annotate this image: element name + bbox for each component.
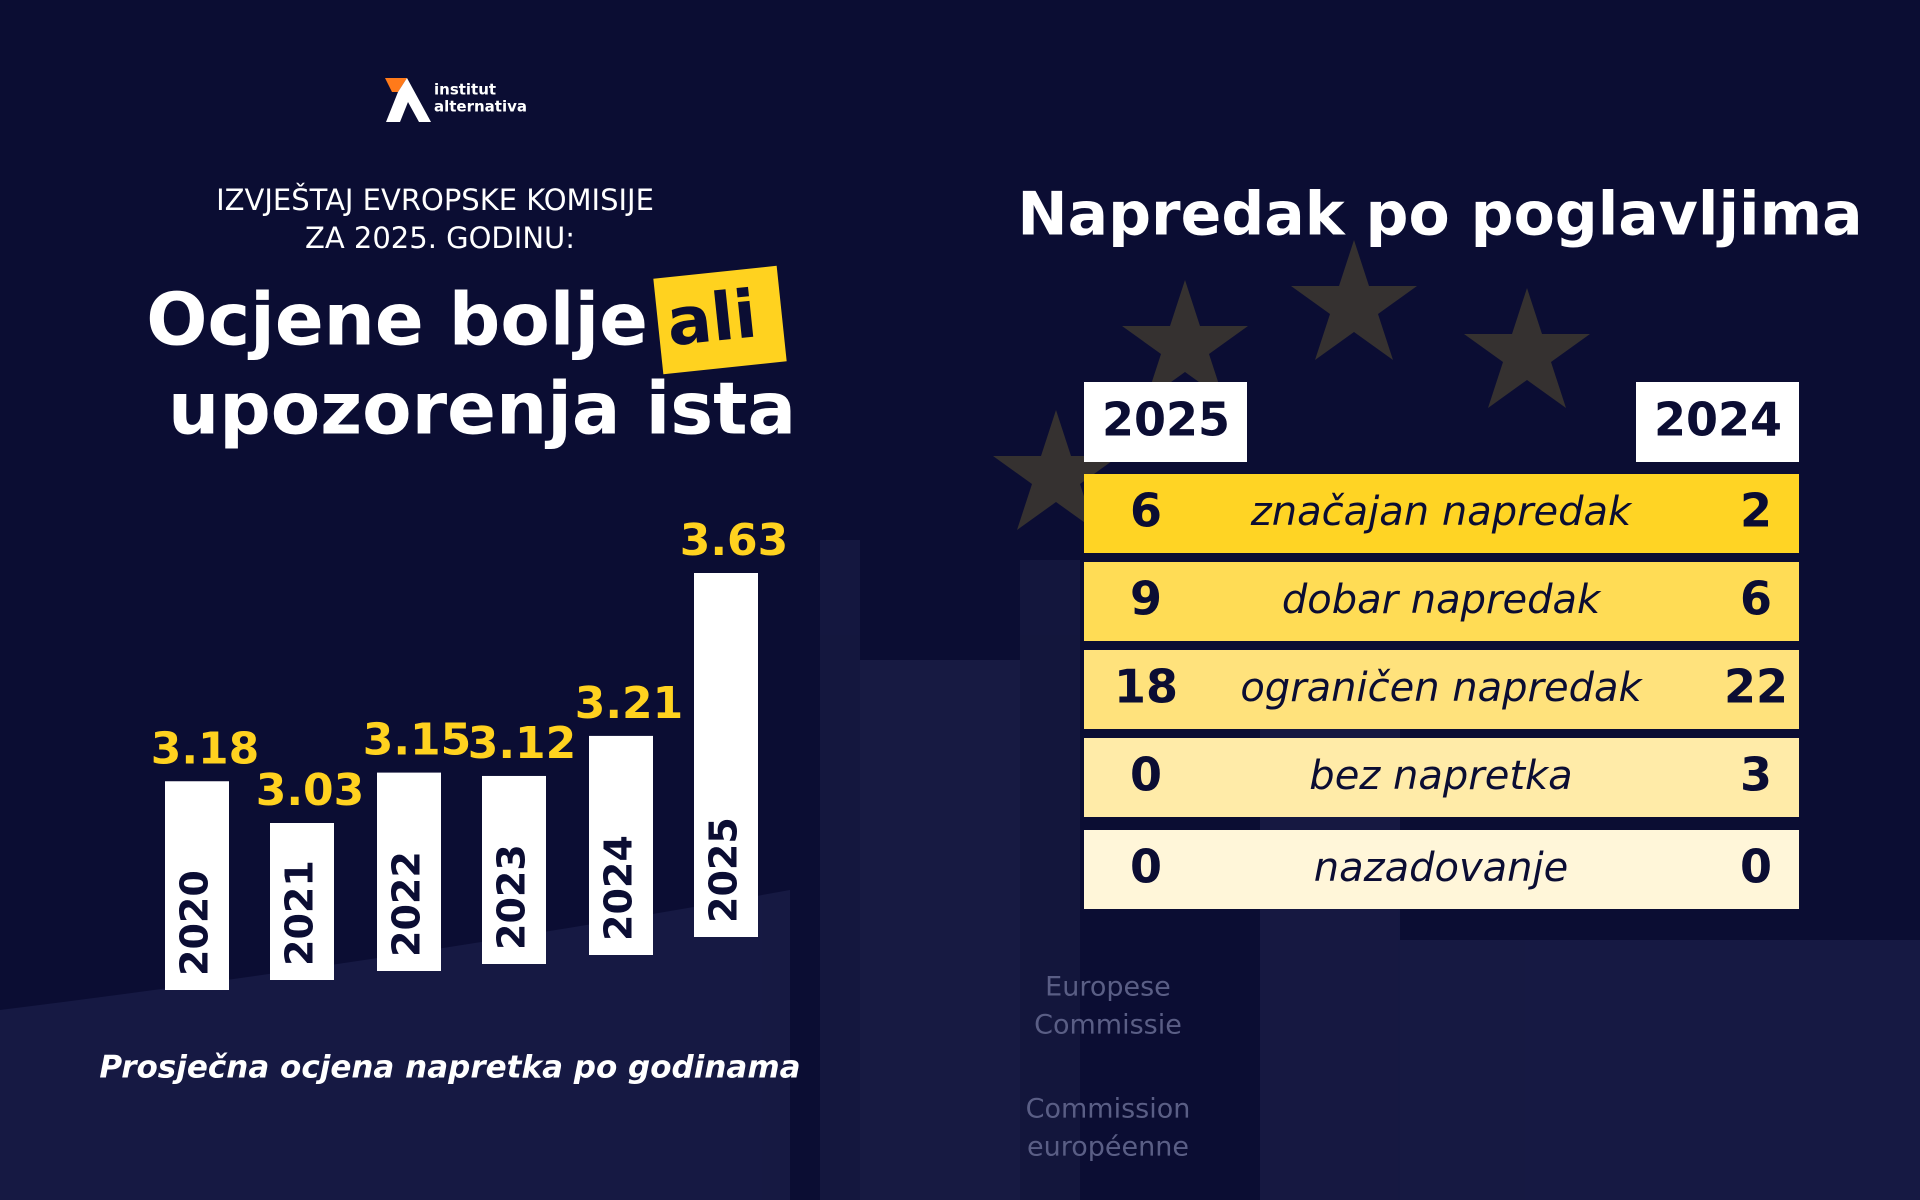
year-label: 2022 xyxy=(385,851,429,957)
row-label: nazadovanje xyxy=(1314,845,1569,891)
row-value-2025: 0 xyxy=(1130,840,1162,894)
kicker: ZA 2025. GODINU: xyxy=(305,221,575,255)
value-label: 3.12 xyxy=(468,718,577,769)
sign-text: Commission xyxy=(1026,1094,1191,1125)
bar xyxy=(377,772,441,971)
row-value-2024: 0 xyxy=(1740,840,1772,894)
value-label: 3.21 xyxy=(575,678,684,729)
header-box xyxy=(1084,382,1247,462)
background-sign: Europese Commissie Commission européenne xyxy=(1026,972,1191,1163)
year-label: 2025 xyxy=(702,817,746,923)
table-row xyxy=(1084,562,1799,641)
value-label: 3.03 xyxy=(256,765,365,816)
bar xyxy=(270,823,334,980)
logo: institut alternativa xyxy=(385,78,527,122)
bar xyxy=(589,735,653,955)
bar xyxy=(165,781,229,990)
chart-caption: Prosječna ocjena napretka po godinama xyxy=(99,1050,800,1086)
year-label: 2021 xyxy=(278,860,322,966)
kicker: IZVJEŠTAJ EVROPSKE KOMISIJE xyxy=(216,183,654,217)
headline: Ocjene bolje xyxy=(146,278,648,362)
row-value-2024: 2 xyxy=(1740,484,1772,538)
eu-stars xyxy=(993,240,1590,530)
header-year: 2025 xyxy=(1102,393,1230,447)
row-value-2025: 18 xyxy=(1114,660,1178,714)
value-label: 3.18 xyxy=(151,723,260,774)
row-value-2024: 22 xyxy=(1724,660,1788,714)
sign-text: Europese xyxy=(1045,972,1171,1003)
bar-chart: 3.18 2020 3.03 2021 3.15 2022 3.12 2023 3.21 2024… xyxy=(151,515,789,990)
row-value-2025: 0 xyxy=(1130,748,1162,802)
value-label: 3.15 xyxy=(363,715,472,766)
logo-text: institut xyxy=(434,81,496,99)
logo-text: alternativa xyxy=(434,98,527,116)
table-row xyxy=(1084,830,1799,909)
year-label: 2020 xyxy=(173,870,217,976)
table-row xyxy=(1084,474,1799,553)
row-label: značajan napredak xyxy=(1250,489,1633,535)
row-value-2025: 6 xyxy=(1130,484,1162,538)
progress-table: 2025 2024 6 značajan napredak 2 9 dobar napred… xyxy=(1084,382,1799,909)
row-value-2024: 6 xyxy=(1740,572,1772,626)
row-label: dobar napredak xyxy=(1282,577,1602,623)
table-row xyxy=(1084,650,1799,729)
sign-text: européenne xyxy=(1027,1132,1189,1163)
year-label: 2023 xyxy=(490,844,534,950)
row-label: ograničen napredak xyxy=(1240,665,1643,711)
table-title: Napredak po poglavljima xyxy=(1017,180,1862,250)
year-label: 2024 xyxy=(597,835,641,941)
row-label: bez napretka xyxy=(1309,753,1572,799)
headline-highlight: ali xyxy=(663,275,760,361)
row-value-2024: 3 xyxy=(1740,748,1772,802)
headline: upozorenja ista xyxy=(168,367,796,451)
bar xyxy=(694,573,758,937)
row-value-2025: 9 xyxy=(1130,572,1162,626)
table-row xyxy=(1084,738,1799,817)
value-label: 3.63 xyxy=(680,515,789,566)
highlight-box: ali xyxy=(653,265,787,375)
header-year: 2024 xyxy=(1654,393,1782,447)
bar xyxy=(482,775,546,964)
header-box xyxy=(1636,382,1799,462)
sign-text: Commissie xyxy=(1034,1010,1182,1041)
